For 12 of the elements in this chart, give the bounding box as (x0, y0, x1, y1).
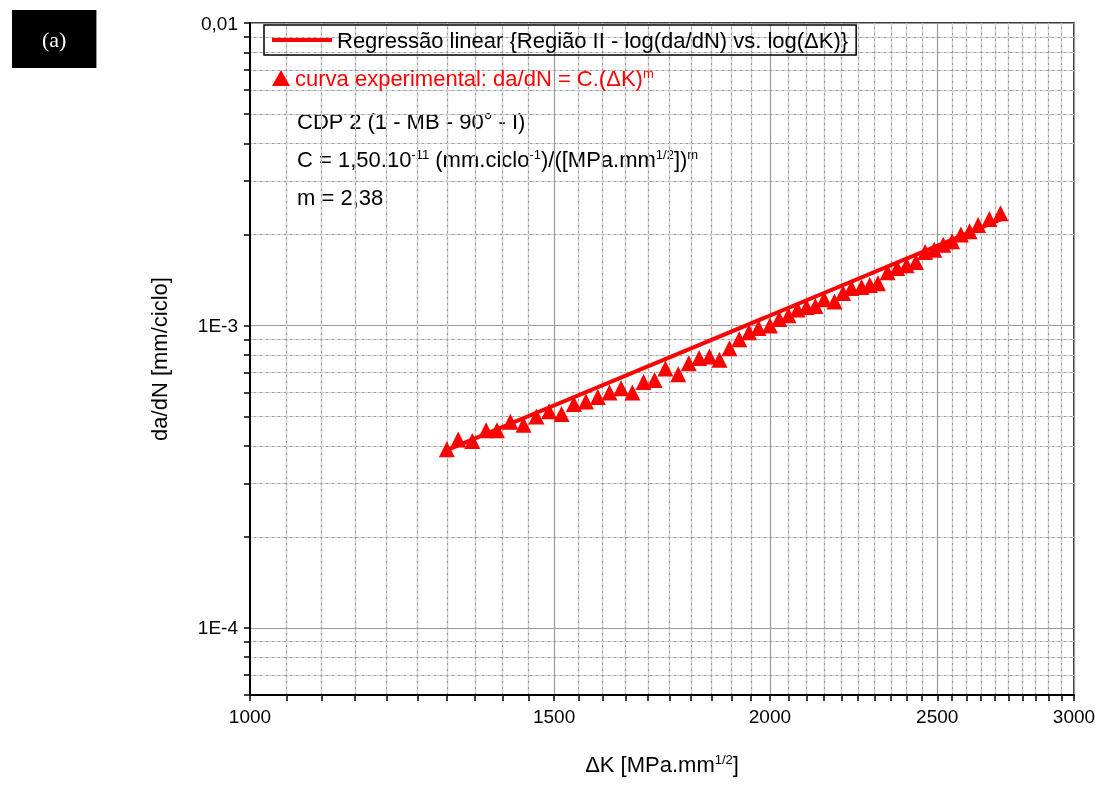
text: (a) (42, 26, 67, 52)
legend-label: Regressão linear {Região II - log(da/dN) vs. log(ΔK)} (337, 27, 849, 53)
x-tick-label: 2000 (748, 706, 792, 727)
x-tick-label: 1000 (228, 706, 272, 727)
y-tick-label: 1E-3 (197, 314, 238, 336)
y-axis-title: da/dN [mm/ciclo] (146, 277, 172, 441)
x-tick-label: 2500 (916, 706, 959, 727)
x-tick-label: 1500 (532, 706, 576, 727)
annotation: m = 2,38 (297, 184, 384, 210)
x-tick-label: 3000 (1052, 706, 1096, 727)
y-tick-label: 1E-4 (197, 617, 239, 639)
y-tick-label: 0,01 (201, 12, 238, 34)
